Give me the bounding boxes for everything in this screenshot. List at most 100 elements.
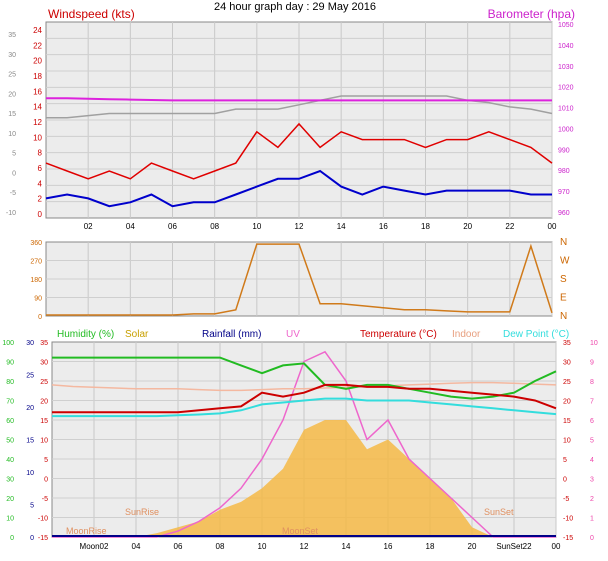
wind-x-tick: 18 bbox=[421, 222, 430, 231]
temp-right-tick: 0 bbox=[563, 477, 567, 484]
climate-x-tick: 04 bbox=[132, 542, 141, 551]
baro-axis-title: Barometer (hpa) bbox=[488, 7, 575, 21]
climate-x-tick: 10 bbox=[258, 542, 267, 551]
humidity-tick: 50 bbox=[6, 438, 14, 445]
dir-compass-tick: S bbox=[560, 274, 567, 285]
climate-legend-entry: UV bbox=[286, 329, 300, 340]
climate-x-tick: 00 bbox=[552, 542, 561, 551]
climate-x-tick: 08 bbox=[216, 542, 225, 551]
rain-tick: 30 bbox=[26, 340, 34, 347]
temp-tick: -10 bbox=[38, 516, 48, 523]
sunset-label: SunSet bbox=[484, 507, 514, 517]
wind-grey-tick: 0 bbox=[12, 170, 16, 177]
rain-tick: 25 bbox=[26, 373, 34, 380]
uv-tick: 2 bbox=[590, 496, 594, 503]
baro-tick: 1040 bbox=[558, 43, 574, 50]
uv-tick: 7 bbox=[590, 399, 594, 406]
dir-compass-tick: N bbox=[560, 237, 567, 248]
wind-x-tick: 00 bbox=[548, 222, 557, 231]
baro-tick: 960 bbox=[558, 210, 570, 217]
wind-tick: 6 bbox=[38, 164, 43, 173]
wind-tick: 20 bbox=[33, 57, 42, 66]
dir-compass-tick: W bbox=[560, 256, 570, 267]
solar-area bbox=[52, 420, 556, 537]
climate-x-tick: 18 bbox=[426, 542, 435, 551]
uv-tick: 1 bbox=[590, 516, 594, 523]
uv-tick: 0 bbox=[590, 535, 594, 542]
humidity-tick: 90 bbox=[6, 360, 14, 367]
temp-right-tick: -15 bbox=[563, 535, 573, 542]
humidity-tick: 10 bbox=[6, 516, 14, 523]
temp-tick: 15 bbox=[40, 418, 48, 425]
temp-tick: -15 bbox=[38, 535, 48, 542]
baro-tick: 970 bbox=[558, 189, 570, 196]
humidity-tick: 60 bbox=[6, 418, 14, 425]
climate-legend-entry: Temperature (°C) bbox=[360, 329, 437, 340]
temp-tick: 5 bbox=[44, 457, 48, 464]
wind-x-tick: 06 bbox=[168, 222, 177, 231]
climate-x-tick: 12 bbox=[300, 542, 309, 551]
humidity-line bbox=[52, 356, 557, 400]
wind-baro-panel: Windspeed (kts) Barometer (hpa)3530252015… bbox=[6, 7, 575, 231]
moonset-label: MoonSet bbox=[282, 526, 319, 536]
uv-tick: 3 bbox=[590, 477, 594, 484]
temp-tick: 35 bbox=[40, 340, 48, 347]
windspeed-line bbox=[45, 122, 553, 180]
wind-direction-line bbox=[46, 243, 553, 316]
baro-tick: 1030 bbox=[558, 64, 574, 71]
climate-x-tick: 14 bbox=[342, 542, 351, 551]
rain-tick: 0 bbox=[30, 535, 34, 542]
dir-tick: 360 bbox=[30, 240, 42, 247]
baro-tick: 980 bbox=[558, 168, 570, 175]
humidity-tick: 30 bbox=[6, 477, 14, 484]
humidity-tick: 0 bbox=[10, 535, 14, 542]
uv-tick: 10 bbox=[590, 340, 598, 347]
humidity-tick: 100 bbox=[2, 340, 14, 347]
wind-axis-title: Windspeed (kts) bbox=[48, 7, 135, 21]
dir-tick: 270 bbox=[30, 259, 42, 266]
dir-compass-tick: E bbox=[560, 293, 567, 304]
baro-tick: 1020 bbox=[558, 85, 574, 92]
indoor-temp-line bbox=[51, 381, 557, 392]
wind-tick: 0 bbox=[38, 210, 43, 219]
climate-x-tick: SunSet22 bbox=[496, 542, 532, 551]
baro-tick: 1050 bbox=[558, 22, 574, 29]
temp-tick: 30 bbox=[40, 360, 48, 367]
wind-grey-tick: 15 bbox=[8, 111, 16, 118]
uv-tick: 6 bbox=[590, 418, 594, 425]
temperature-line bbox=[52, 383, 557, 414]
dir-compass-tick: N bbox=[560, 311, 567, 322]
temp-right-tick: -10 bbox=[563, 516, 573, 523]
wind-x-tick: 22 bbox=[505, 222, 514, 231]
climate-x-tick: 06 bbox=[174, 542, 183, 551]
dewpoint-line bbox=[52, 397, 557, 418]
temp-right-tick: 35 bbox=[563, 340, 571, 347]
temp-tick: -5 bbox=[42, 496, 48, 503]
uv-tick: 4 bbox=[590, 457, 594, 464]
climate-x-tick: 20 bbox=[468, 542, 477, 551]
barometer-line bbox=[46, 97, 552, 102]
wind-tick: 8 bbox=[38, 149, 43, 158]
wind-tick: 16 bbox=[33, 87, 42, 96]
climate-legend-entry: Solar bbox=[125, 329, 149, 340]
wind-tick: 2 bbox=[38, 195, 43, 204]
wind-tick: 10 bbox=[33, 133, 42, 142]
wind-grey-tick: -5 bbox=[10, 190, 16, 197]
baro-tick: 990 bbox=[558, 147, 570, 154]
rain-tick: 5 bbox=[30, 503, 34, 510]
climate-legend-entry: Dew Point (°C) bbox=[503, 329, 569, 340]
temp-right-tick: 15 bbox=[563, 418, 571, 425]
wind-x-tick: 12 bbox=[295, 222, 304, 231]
moonrise-label: MoonRise bbox=[66, 526, 107, 536]
climate-x-tick: 16 bbox=[384, 542, 393, 551]
humidity-tick: 80 bbox=[6, 379, 14, 386]
temp-right-tick: 25 bbox=[563, 379, 571, 386]
wind-x-tick: 14 bbox=[337, 222, 346, 231]
uv-tick: 9 bbox=[590, 360, 594, 367]
climate-x-tick: Moon02 bbox=[80, 542, 109, 551]
climate-legend-entry: Humidity (%) bbox=[57, 329, 114, 340]
dir-tick: 0 bbox=[38, 314, 42, 321]
uv-tick: 5 bbox=[590, 438, 594, 445]
